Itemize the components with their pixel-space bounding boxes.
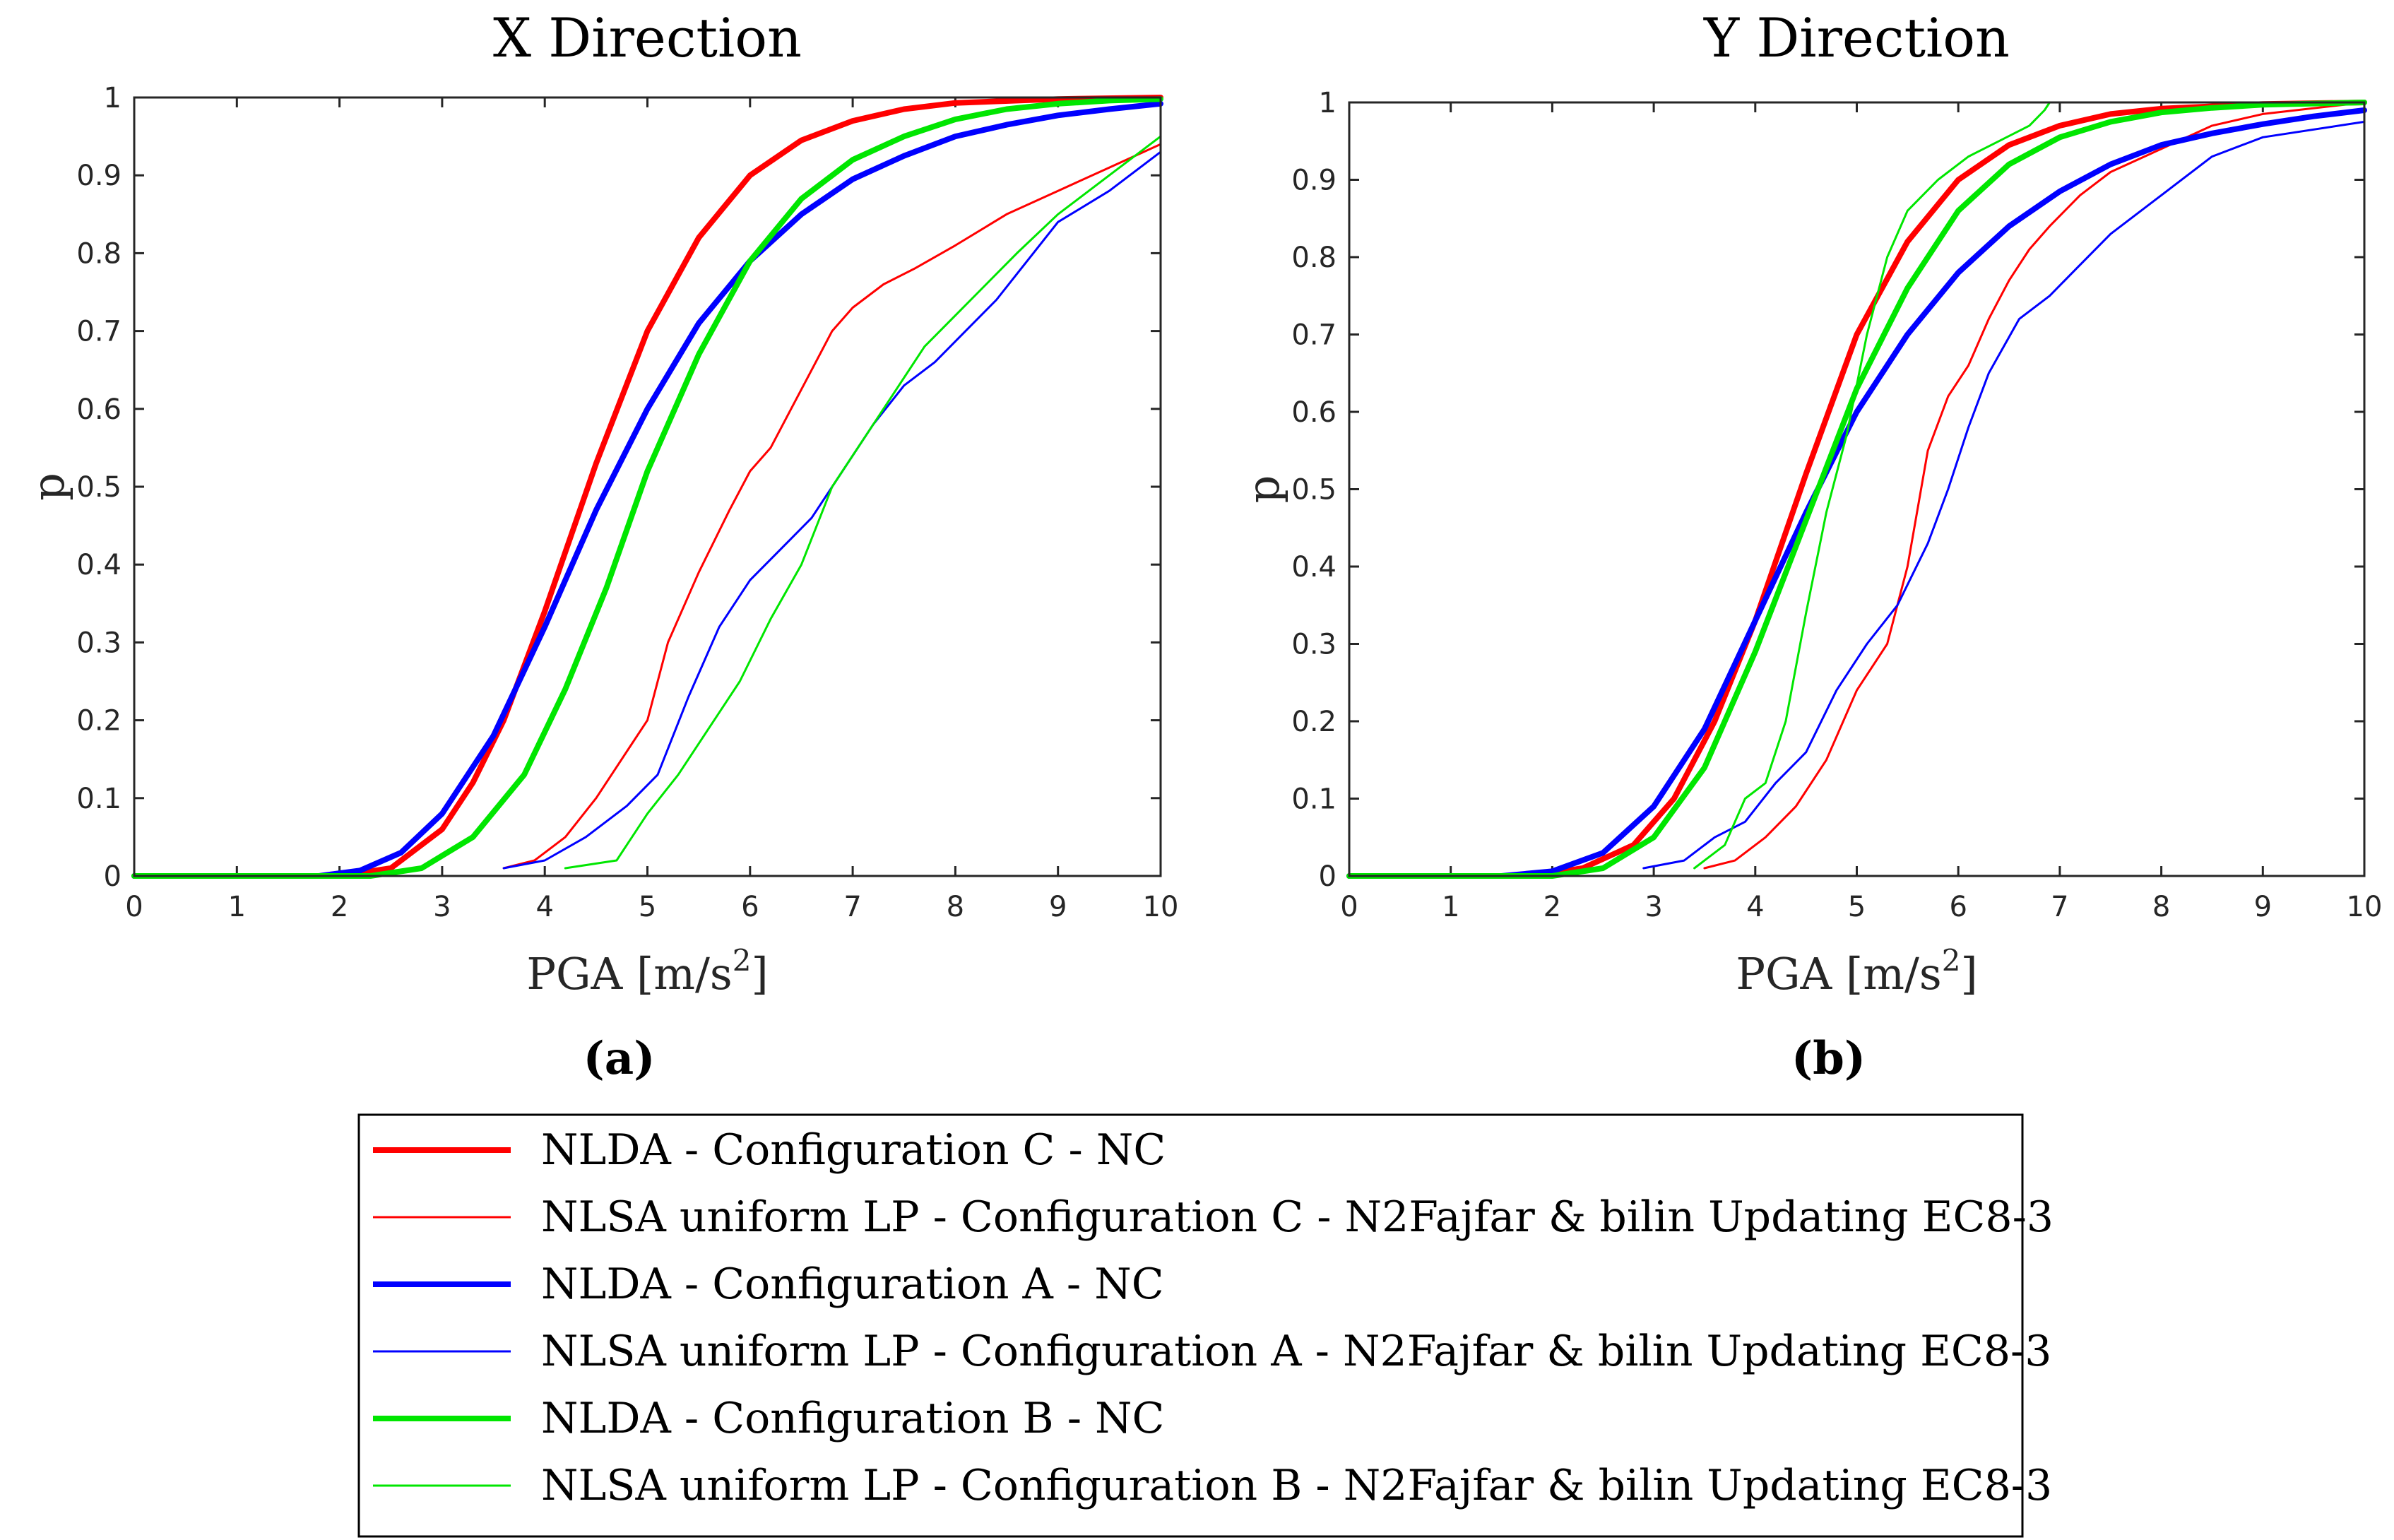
series-line-2	[1703, 101, 2366, 870]
legend-item: NLDA - Configuration A - NC	[373, 1260, 1164, 1309]
y-tick-label: 0	[104, 860, 122, 893]
y-tick-label: 0.8	[1291, 242, 1337, 274]
x-tick-label: 10	[1143, 891, 1179, 923]
y-axis-label: p	[1238, 475, 1289, 504]
x-tick-label: 0	[1340, 891, 1358, 923]
plot-area	[1349, 102, 2364, 876]
series-line-5	[1346, 100, 2367, 879]
series-line-6	[1693, 101, 2051, 870]
series-line-6	[564, 135, 1162, 870]
y-tick-label: 0.9	[1291, 165, 1337, 197]
y-tick-label: 0.5	[76, 471, 122, 504]
x-tick-label: 4	[1746, 891, 1764, 923]
axes-frame	[1348, 101, 2366, 877]
x-tick-label: 2	[331, 891, 348, 923]
x-tick-label: 5	[1848, 891, 1866, 923]
x-axis-label-sup: 2	[733, 943, 752, 978]
series-line-1	[1346, 100, 2367, 879]
y-tick-label: 0.2	[1291, 706, 1337, 738]
legend-label: NLSA uniform LP - Configuration C - N2Fa…	[541, 1192, 2054, 1242]
x-tick-label: 10	[2347, 891, 2383, 923]
panel-label: (b)	[1791, 1032, 1866, 1085]
x-tick-label: 6	[1949, 891, 1967, 923]
y-tick-label: 1	[104, 82, 122, 114]
chart-title: X Direction	[493, 6, 802, 69]
x-axis-label-end: ]	[1960, 948, 1977, 1000]
x-tick-label: 8	[947, 891, 964, 923]
x-axis-label-sup: 2	[1942, 943, 1961, 978]
y-tick-label: 0.8	[76, 237, 122, 270]
x-axis-label-main: PGA [m/s	[1736, 948, 1941, 1000]
y-tick-label: 0	[1319, 860, 1337, 893]
x-tick-label: 3	[433, 891, 451, 923]
legend-label: NLDA - Configuration C - NC	[541, 1125, 1166, 1175]
legend-item: NLSA uniform LP - Configuration A - N2Fa…	[373, 1327, 2051, 1376]
x-tick-label: 5	[639, 891, 656, 923]
y-tick-label: 0.6	[76, 393, 122, 426]
panel-label: (a)	[583, 1032, 655, 1085]
series-line-3	[1346, 107, 2367, 879]
x-tick-label: 0	[125, 891, 143, 923]
x-tick-label: 6	[741, 891, 759, 923]
x-axis-label-main: PGA [m/s	[526, 948, 732, 1000]
x-tick-label: 4	[535, 891, 553, 923]
y-tick-label: 0.5	[1291, 474, 1337, 507]
legend-item: NLSA uniform LP - Configuration B - N2Fa…	[373, 1461, 2052, 1510]
series-line-1	[131, 95, 1163, 879]
legend: NLDA - Configuration C - NC NLSA uniform …	[357, 1113, 2054, 1538]
x-tick-label: 1	[228, 891, 246, 923]
y-tick-label: 0.3	[76, 627, 122, 659]
legend-item: NLSA uniform LP - Configuration C - N2Fa…	[373, 1192, 2054, 1242]
x-tick-label: 2	[1543, 891, 1561, 923]
x-tick-label: 9	[2254, 891, 2272, 923]
y-tick-label: 0.1	[76, 783, 122, 815]
y-tick-label: 0.3	[1291, 629, 1337, 661]
legend-frame	[357, 1113, 2024, 1538]
series-line-2	[502, 143, 1162, 870]
legend-label: NLDA - Configuration B - NC	[541, 1394, 1164, 1443]
y-tick-label: 0.7	[76, 316, 122, 348]
legend-item: NLDA - Configuration C - NC	[373, 1125, 1166, 1175]
x-axis-label: PGA [m/s2]	[1736, 943, 1977, 1000]
series-line-5	[131, 96, 1163, 879]
y-tick-label: 0.1	[1291, 783, 1337, 816]
x-tick-label: 1	[1442, 891, 1459, 923]
x-tick-label: 8	[2152, 891, 2170, 923]
series-line-4	[502, 150, 1162, 870]
y-tick-label: 0.6	[1291, 396, 1337, 429]
y-tick-label: 0.7	[1291, 319, 1337, 352]
series-line-3	[131, 100, 1163, 879]
chart-panel-a: X Direction 0 1 2 3 4 5 6 7 8 9 10 0 0.1 0.2 0.3 0.4 0.5 0…	[23, 6, 1178, 1085]
x-axis-label: PGA [m/s2]	[526, 943, 768, 1000]
y-tick-label: 0.4	[1291, 551, 1337, 584]
x-tick-label: 7	[2051, 891, 2068, 923]
y-tick-label: 1	[1319, 87, 1337, 119]
x-tick-label: 3	[1645, 891, 1662, 923]
chart-title: Y Direction	[1703, 6, 2010, 69]
y-axis-label: p	[23, 473, 74, 501]
chart-panel-b: Y Direction 0 1 2 3 4 5 6 7 8 9 10 0 0.1 0.2 0.3 0.4 0.5 0…	[1238, 6, 2382, 1085]
x-tick-label: 9	[1049, 891, 1067, 923]
x-tick-label: 7	[843, 891, 861, 923]
y-tick-label: 0.4	[76, 549, 122, 581]
y-tick-label: 0.9	[76, 160, 122, 192]
axes-frame	[133, 96, 1162, 877]
legend-label: NLSA uniform LP - Configuration A - N2Fa…	[541, 1327, 2051, 1376]
y-tick-label: 0.2	[76, 705, 122, 738]
series-line-4	[1642, 120, 2366, 870]
plot-area	[134, 97, 1161, 876]
legend-label: NLDA - Configuration A - NC	[541, 1260, 1164, 1309]
legend-item: NLDA - Configuration B - NC	[373, 1394, 1164, 1443]
x-axis-label-end: ]	[751, 948, 768, 1000]
legend-label: NLSA uniform LP - Configuration B - N2Fa…	[541, 1461, 2052, 1510]
